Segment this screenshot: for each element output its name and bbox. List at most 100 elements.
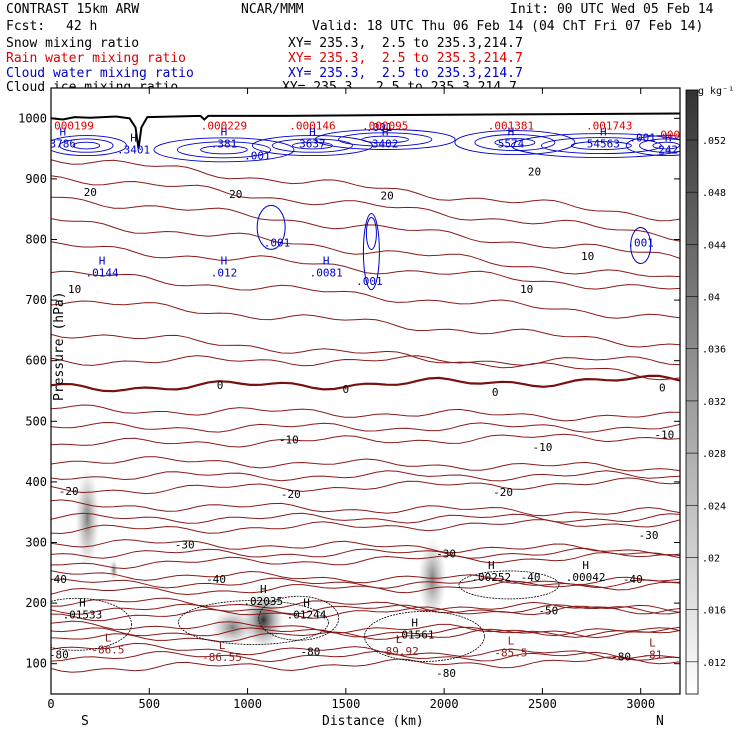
field-xy-rain: XY= 235.3, 2.5 to 235.3,214.7 (288, 51, 523, 66)
extremum-letter: H (488, 559, 495, 572)
colorbar-tick-label: .032 (702, 397, 726, 408)
low-cloud-contour-6 (625, 135, 680, 157)
ice-outline-2 (258, 595, 340, 641)
init-label: Init: 00 UTC Wed 05 Feb 14 (510, 2, 714, 17)
low-cloud-contour-4 (494, 138, 536, 147)
low-cloud-contour-4 (474, 134, 556, 151)
x-tick-label: 2500 (528, 697, 557, 711)
extremum-value: .001 (366, 121, 393, 134)
terrain-line (51, 112, 680, 149)
extremum-letter: H (130, 132, 137, 145)
extremum-value: -85.5 (494, 647, 527, 660)
extremum-letter: L (508, 635, 515, 648)
ice-outline-3 (364, 611, 485, 662)
fcst-label: Fcst: (6, 19, 46, 34)
y-tick-label: 500 (25, 414, 47, 428)
field-xy-cloud-water: XY= 235.3, 2.5 to 235.3,214.7 (288, 66, 523, 81)
isotherm (51, 650, 680, 663)
extremum-value: -86.55 (202, 651, 242, 664)
low-cloud-contour-3 (338, 132, 433, 147)
isotherm (51, 355, 680, 367)
low-cloud-contour-5 (540, 137, 662, 155)
isotherm-label: -10 (654, 429, 674, 442)
plot-frame (50, 87, 681, 695)
isotherm-label: 20 (229, 188, 242, 201)
extremum-value: .01244 (287, 608, 327, 621)
isotherm (51, 628, 680, 643)
low-cloud-contour-0 (51, 135, 127, 157)
x-tick-label: 0 (47, 697, 54, 711)
colorbar-tick-label: .048 (702, 188, 726, 199)
isotherm-label: 10 (581, 250, 594, 263)
cloud-contour-2 (630, 227, 652, 265)
isotherm (51, 404, 680, 422)
extremum-value: .01561 (395, 628, 435, 641)
x-tick-label: 1500 (331, 697, 360, 711)
extremum-value: 5574 (498, 138, 525, 151)
isotherm-label: -80 (436, 667, 456, 680)
extremum-letter: H (600, 126, 607, 139)
extremum-letter: H (99, 255, 106, 268)
extremum-letter: H (508, 126, 515, 139)
x-axis-title: Distance (km) (322, 714, 424, 729)
isotherm (51, 552, 680, 570)
isotherm (51, 656, 680, 673)
extremum-letter: H (79, 596, 86, 609)
y-tick-label: 900 (25, 172, 47, 186)
isotherm-label: -30 (639, 529, 659, 542)
isotherm-label: -20 (59, 485, 79, 498)
isotherm-label: -40 (47, 573, 67, 586)
extremum-value: .3401 (117, 144, 150, 157)
extremum-value: .02035 (243, 595, 283, 608)
isotherm-label: 20 (380, 189, 393, 202)
extremum-value: .001743 (586, 119, 632, 132)
low-cloud-contour-1 (153, 137, 295, 163)
isotherm (51, 547, 680, 559)
low-cloud-contour-5 (570, 141, 632, 151)
colorbar-tick-label: .04 (702, 293, 720, 304)
model-title: CONTRAST 15km ARW (6, 2, 140, 17)
isotherm (51, 512, 680, 524)
extremum-letter: H (221, 255, 228, 268)
isotherm (51, 333, 680, 381)
y-tick-label: 800 (25, 233, 47, 247)
extremum-value: -86.5 (91, 644, 124, 657)
plot-area (51, 88, 680, 694)
low-cloud-contour-5 (510, 133, 680, 159)
isotherm-label: -80 (611, 650, 631, 663)
extremum-letter: H (221, 126, 228, 139)
field-name-cloud-water: Cloud water mixing ratio (6, 66, 194, 81)
isotherm-label: 0 (217, 379, 224, 392)
extremum-letter: H (260, 583, 267, 596)
extremum-letter: L (105, 632, 112, 645)
x-tick-label: 3000 (626, 697, 655, 711)
low-cloud-contour-2 (271, 138, 353, 153)
extremum-value: -89.92 (379, 645, 419, 658)
isotherm-label: 0 (659, 381, 666, 394)
isotherm (51, 519, 680, 535)
isotherm-label: -30 (175, 538, 195, 551)
isotherm-label: -20 (493, 486, 513, 499)
y-tick-label: 100 (25, 657, 47, 671)
isotherm (51, 597, 680, 615)
extremum-value: 242 (658, 144, 678, 157)
extremum-value: .381 (211, 138, 238, 151)
low-cloud-contour-2 (291, 141, 333, 150)
extremum-value: .001 (629, 132, 656, 145)
isotherm-label: 0 (343, 383, 350, 396)
snow-shade-4 (109, 559, 118, 580)
field-name-rain: Rain water mixing ratio (6, 51, 187, 66)
extremum-value: 000 (660, 128, 680, 141)
low-cloud-contour-0 (72, 141, 101, 150)
isotherm-label: -40 (206, 573, 226, 586)
field-name-snow: Snow mixing ratio (6, 36, 140, 51)
colorbar-tick-label: .012 (702, 658, 726, 669)
isotherm-label: -40 (521, 571, 541, 584)
fcst-value: 42 h (66, 19, 98, 34)
isotherm-label: -40 (623, 573, 643, 586)
extremum-letter: L (649, 636, 656, 649)
y-tick-label: 300 (25, 536, 47, 550)
extremum-letter: H (303, 596, 310, 609)
plot-contents: -80 -80 -80 -80 -50 -40 -40 -40 -40 -30 -30 -30 -20 -… (47, 112, 680, 680)
colorbar: .052 .048 .044 .04 .036 .032 .028 .024 .02 .016 .0… (685, 89, 726, 695)
